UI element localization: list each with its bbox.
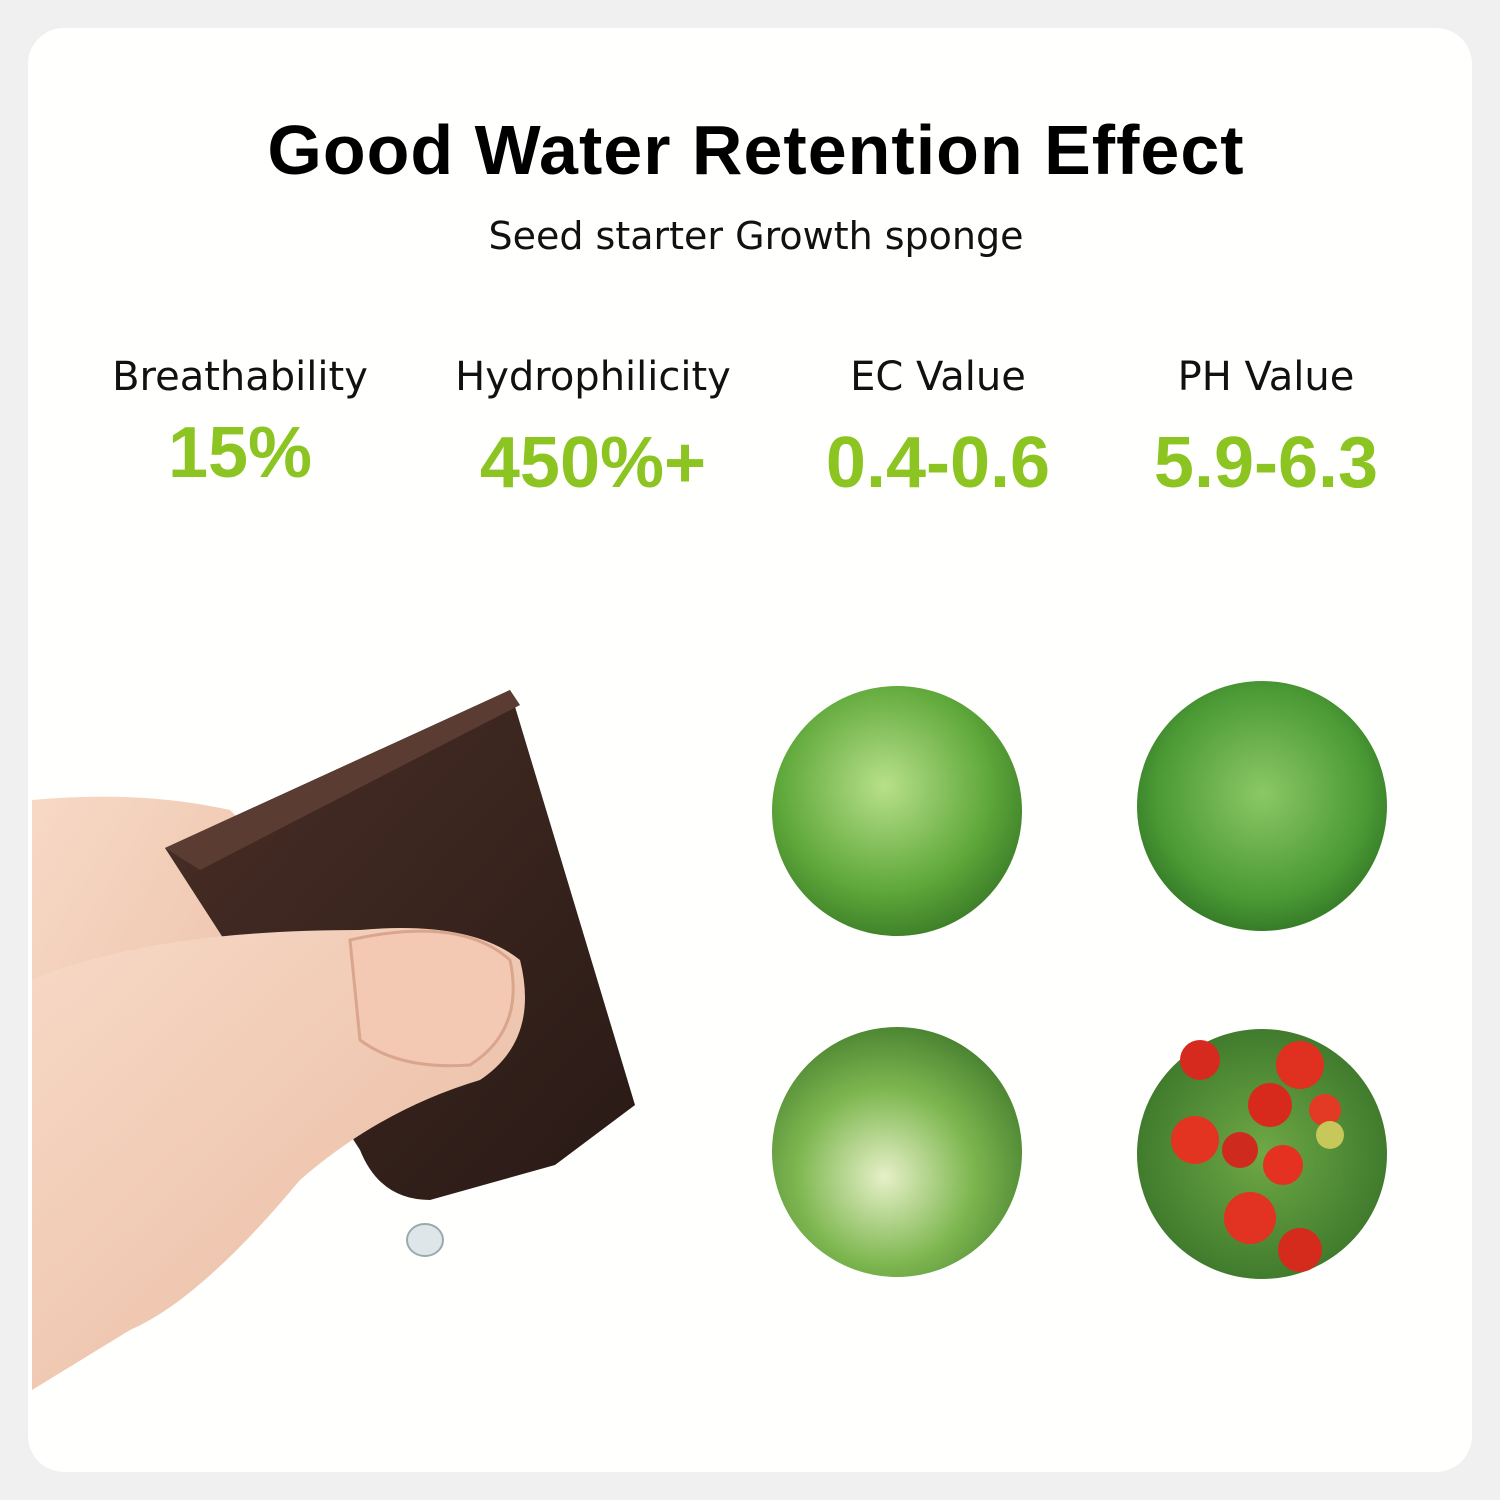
stat-value: 0.4-0.6: [825, 423, 1051, 503]
stat-value: 15%: [167, 413, 313, 493]
stat: EC Value 0.4-0.6: [773, 354, 1103, 504]
hand-with-sponge: [32, 690, 635, 1390]
bokchoy-image: [772, 1027, 1022, 1277]
stat-label: Breathability: [112, 354, 368, 400]
stat-label: PH Value: [1177, 354, 1355, 400]
stat: Hydrophilicity 450%+: [428, 354, 758, 504]
lettuce-image: [772, 686, 1022, 936]
subtitle: Seed starter Growth sponge: [488, 214, 1024, 258]
stat-value: 450%+: [479, 423, 707, 503]
stat-label: EC Value: [850, 354, 1026, 400]
stat-label: Hydrophilicity: [455, 354, 731, 400]
mint-image: [1137, 681, 1387, 931]
tomato-image: [1137, 1029, 1387, 1279]
stat-value: 5.9-6.3: [1153, 423, 1379, 503]
title: Good Water Retention Effect: [267, 111, 1245, 189]
stat: PH Value 5.9-6.3: [1101, 354, 1431, 504]
stat: Breathability 15%: [75, 354, 405, 494]
